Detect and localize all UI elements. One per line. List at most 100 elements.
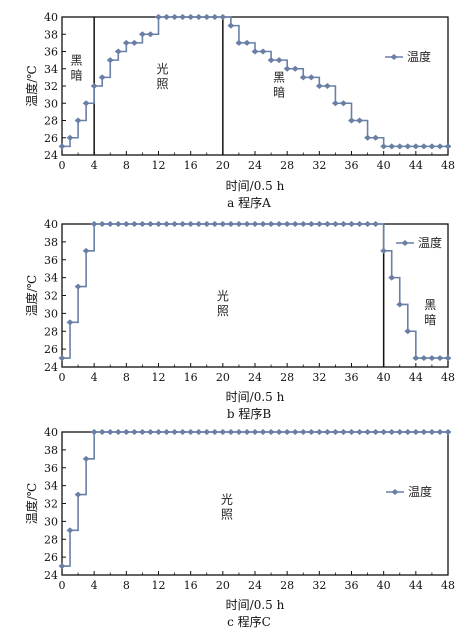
data-point [187, 429, 195, 435]
x-tick-label: 28 [280, 371, 294, 384]
x-tick-label: 16 [184, 159, 198, 172]
y-tick-label: 38 [44, 28, 58, 41]
data-point [307, 429, 315, 435]
y-tick-label: 34 [44, 480, 58, 493]
data-point [58, 355, 66, 362]
data-point [203, 429, 211, 435]
data-point [74, 491, 82, 498]
data-point [203, 14, 211, 20]
data-point [203, 221, 211, 227]
y-tick-label: 30 [44, 97, 58, 110]
data-point [275, 57, 283, 64]
data-point [90, 83, 98, 89]
data-point [372, 221, 380, 227]
data-point [404, 328, 412, 335]
chart-caption: c 程序C [227, 614, 271, 629]
x-tick-label: 0 [59, 159, 66, 172]
x-tick-label: 44 [409, 159, 423, 172]
data-point [404, 429, 412, 435]
data-point [235, 221, 243, 227]
y-tick-label: 24 [44, 569, 58, 582]
x-tick-label: 4 [91, 159, 98, 172]
data-point [211, 14, 219, 20]
x-axis-title: 时间/0.5 h [226, 390, 285, 404]
plot-frame [61, 223, 449, 368]
phase-annotation: 暗 [424, 312, 436, 327]
data-point [90, 221, 98, 227]
data-point [138, 221, 146, 227]
data-point [291, 429, 299, 435]
y-tick-label: 40 [44, 11, 58, 24]
data-point [195, 221, 203, 227]
y-tick-label: 38 [44, 444, 58, 457]
data-point [396, 301, 404, 308]
x-tick-label: 24 [248, 371, 262, 384]
data-point [106, 57, 114, 64]
y-tick-label: 32 [44, 290, 58, 303]
y-tick-label: 28 [44, 115, 58, 128]
data-point [146, 221, 154, 227]
data-point [98, 221, 106, 227]
data-point [130, 221, 138, 227]
data-point [356, 429, 364, 435]
data-point [211, 429, 219, 435]
x-tick-label: 40 [377, 159, 391, 172]
phase-annotation: 黑 [273, 71, 285, 85]
data-point [195, 14, 203, 20]
x-tick-label: 4 [91, 579, 98, 592]
legend-marker [401, 240, 409, 246]
data-point [323, 83, 331, 89]
y-tick-label: 24 [44, 149, 58, 162]
data-point [155, 221, 162, 227]
data-point [82, 455, 90, 462]
legend: 温度 [386, 484, 432, 499]
data-point [227, 221, 235, 227]
data-point [122, 429, 130, 435]
x-tick-label: 16 [184, 579, 198, 592]
data-point [106, 429, 114, 435]
data-point [420, 355, 428, 362]
data-point [299, 74, 307, 81]
y-axis-title: 温度/℃ [24, 483, 39, 524]
data-point [66, 134, 74, 141]
x-tick-label: 48 [441, 159, 455, 172]
data-point [315, 83, 323, 89]
y-axis-title: 温度/℃ [24, 275, 39, 316]
x-tick-label: 32 [312, 579, 326, 592]
phase-annotation: 光 [217, 289, 229, 303]
data-point [163, 429, 171, 435]
data-point [299, 429, 307, 435]
data-point [436, 143, 444, 150]
data-point [235, 39, 243, 46]
data-point [283, 65, 291, 72]
y-tick-label: 36 [44, 46, 58, 59]
data-point [106, 221, 114, 227]
phase-annotation: 光 [221, 493, 233, 507]
data-point [66, 319, 74, 326]
data-point [251, 221, 259, 227]
plot-frame [61, 431, 449, 576]
data-point [146, 31, 154, 38]
data-point [323, 221, 331, 227]
data-point [283, 221, 291, 227]
data-point [372, 429, 380, 435]
data-point [348, 117, 355, 124]
x-tick-label: 24 [248, 579, 262, 592]
chart-caption: b 程序B [227, 406, 271, 421]
data-point [259, 48, 267, 55]
chart-c: 0 4 8 12 16 20 24 28 32 36 40 44 4824262830323436384… [24, 426, 455, 629]
x-axis-title: 时间/0.5 h [226, 179, 285, 193]
phase-annotation: 暗 [273, 85, 285, 100]
y-tick-label: 36 [44, 254, 58, 267]
data-point [130, 429, 138, 435]
data-point [179, 429, 187, 435]
data-point [219, 221, 227, 227]
data-point [348, 429, 355, 435]
data-point [331, 100, 339, 107]
legend-label: 温度 [408, 484, 432, 499]
data-point [364, 429, 372, 435]
data-point [171, 14, 179, 20]
data-point [323, 429, 331, 435]
data-point [179, 14, 187, 20]
y-tick-label: 26 [44, 343, 58, 356]
